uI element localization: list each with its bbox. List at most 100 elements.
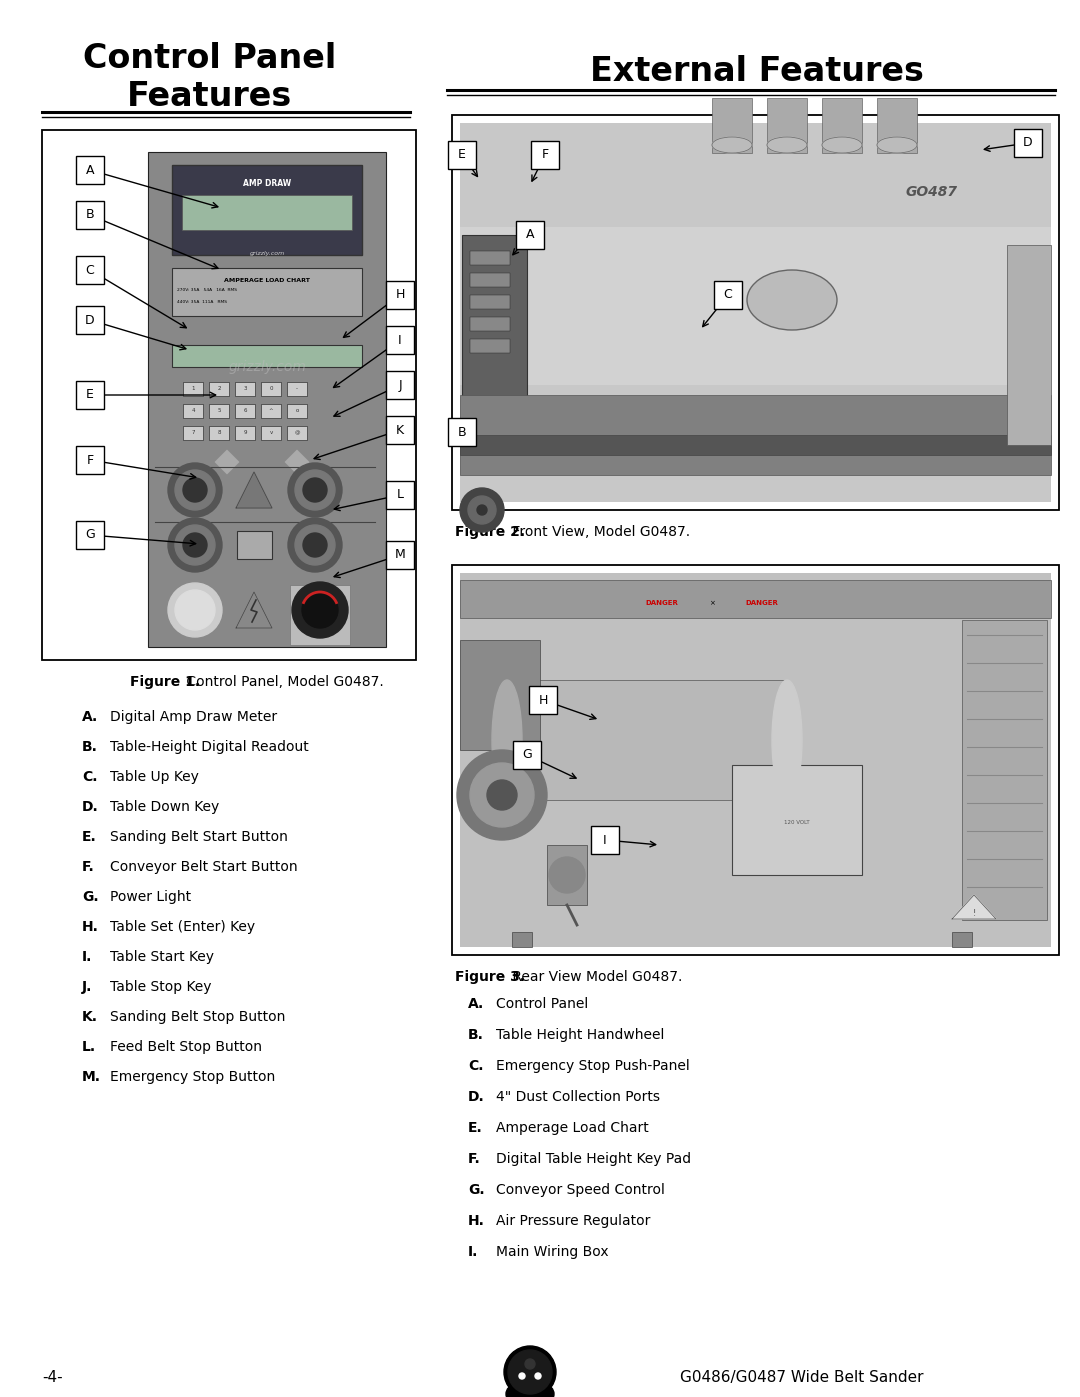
- Text: F.: F.: [82, 861, 95, 875]
- Text: H.: H.: [82, 921, 99, 935]
- Text: K.: K.: [82, 1010, 98, 1024]
- Text: A.: A.: [82, 710, 98, 724]
- Circle shape: [183, 534, 207, 557]
- Bar: [261, 426, 281, 440]
- Text: F.: F.: [468, 1153, 481, 1166]
- Bar: [76, 201, 104, 229]
- Circle shape: [175, 469, 215, 510]
- Bar: [235, 426, 255, 440]
- Text: DANGER: DANGER: [646, 599, 678, 606]
- Text: Table Stop Key: Table Stop Key: [110, 981, 212, 995]
- Text: I.: I.: [468, 1245, 478, 1259]
- Text: 5: 5: [217, 408, 220, 414]
- Bar: [470, 272, 510, 286]
- Bar: [287, 426, 307, 440]
- Bar: [460, 434, 1051, 455]
- Bar: [1014, 129, 1042, 156]
- Polygon shape: [951, 895, 996, 919]
- Text: D: D: [1023, 137, 1032, 149]
- Bar: [76, 521, 104, 549]
- Circle shape: [175, 525, 215, 564]
- Text: Table Height Handwheel: Table Height Handwheel: [496, 1028, 664, 1042]
- Text: M: M: [394, 549, 405, 562]
- Circle shape: [295, 469, 335, 510]
- Text: B: B: [458, 426, 467, 439]
- Text: C.: C.: [82, 770, 97, 784]
- Text: G.: G.: [82, 890, 98, 904]
- Text: E.: E.: [468, 1120, 483, 1134]
- Text: Figure 1.: Figure 1.: [130, 675, 200, 689]
- Circle shape: [504, 1345, 556, 1397]
- Text: 1: 1: [191, 387, 194, 391]
- Bar: [531, 141, 559, 169]
- Bar: [76, 306, 104, 334]
- Text: 7: 7: [191, 430, 194, 436]
- Text: B.: B.: [468, 1028, 484, 1042]
- Bar: [453, 115, 1059, 510]
- Circle shape: [487, 780, 517, 810]
- Text: Table Up Key: Table Up Key: [110, 770, 199, 784]
- Bar: [76, 256, 104, 284]
- Ellipse shape: [767, 137, 807, 154]
- Bar: [460, 123, 1051, 502]
- Bar: [235, 381, 255, 395]
- Text: H: H: [538, 693, 548, 707]
- Bar: [386, 416, 414, 444]
- Text: Table Down Key: Table Down Key: [110, 800, 219, 814]
- Bar: [148, 152, 386, 647]
- Text: Power Light: Power Light: [110, 890, 191, 904]
- Bar: [951, 932, 972, 947]
- Text: ×: ×: [710, 599, 715, 606]
- Bar: [183, 196, 352, 231]
- Circle shape: [535, 1373, 541, 1379]
- Text: 0: 0: [269, 387, 273, 391]
- Text: C: C: [85, 264, 94, 277]
- Polygon shape: [215, 450, 239, 474]
- Text: Table Set (Enter) Key: Table Set (Enter) Key: [110, 921, 255, 935]
- Text: DANGER: DANGER: [745, 599, 779, 606]
- Bar: [183, 426, 203, 440]
- Text: Control Panel: Control Panel: [83, 42, 337, 75]
- Text: AMPERAGE LOAD CHART: AMPERAGE LOAD CHART: [224, 278, 310, 284]
- Bar: [386, 372, 414, 400]
- Text: 120 VOLT: 120 VOLT: [784, 820, 810, 826]
- Circle shape: [303, 478, 327, 502]
- Text: v: v: [269, 430, 272, 436]
- Text: 9: 9: [243, 430, 246, 436]
- Text: Feed Belt Stop Button: Feed Belt Stop Button: [110, 1039, 262, 1053]
- Text: G.: G.: [468, 1183, 485, 1197]
- Text: B: B: [85, 208, 94, 222]
- Bar: [460, 640, 540, 750]
- Text: Table Start Key: Table Start Key: [110, 950, 214, 964]
- Ellipse shape: [492, 680, 522, 800]
- Text: G: G: [522, 749, 531, 761]
- Bar: [287, 381, 307, 395]
- Ellipse shape: [772, 680, 802, 800]
- Text: Emergency Stop Push-Panel: Emergency Stop Push-Panel: [496, 1059, 690, 1073]
- Bar: [732, 766, 862, 875]
- Text: I: I: [604, 834, 607, 847]
- Polygon shape: [237, 472, 272, 509]
- Bar: [210, 426, 229, 440]
- Bar: [546, 845, 588, 905]
- Text: Main Wiring Box: Main Wiring Box: [496, 1245, 609, 1259]
- Text: 6: 6: [243, 408, 246, 414]
- Bar: [591, 826, 619, 854]
- Circle shape: [525, 1359, 535, 1369]
- Text: GO487: GO487: [906, 184, 958, 198]
- Polygon shape: [285, 450, 309, 474]
- Bar: [470, 251, 510, 265]
- Text: 440V: 35A  111A   RMS: 440V: 35A 111A RMS: [177, 300, 227, 305]
- Bar: [470, 295, 510, 309]
- Text: J: J: [399, 379, 402, 391]
- Circle shape: [303, 534, 327, 557]
- Text: L.: L.: [82, 1039, 96, 1053]
- Bar: [877, 98, 917, 154]
- Text: D.: D.: [82, 800, 98, 814]
- Text: o: o: [295, 408, 299, 414]
- Text: G0486/G0487 Wide Belt Sander: G0486/G0487 Wide Belt Sander: [680, 1370, 923, 1384]
- Text: Figure 2.: Figure 2.: [455, 525, 525, 539]
- Circle shape: [536, 1384, 554, 1397]
- Text: C.: C.: [468, 1059, 484, 1073]
- Bar: [516, 221, 544, 249]
